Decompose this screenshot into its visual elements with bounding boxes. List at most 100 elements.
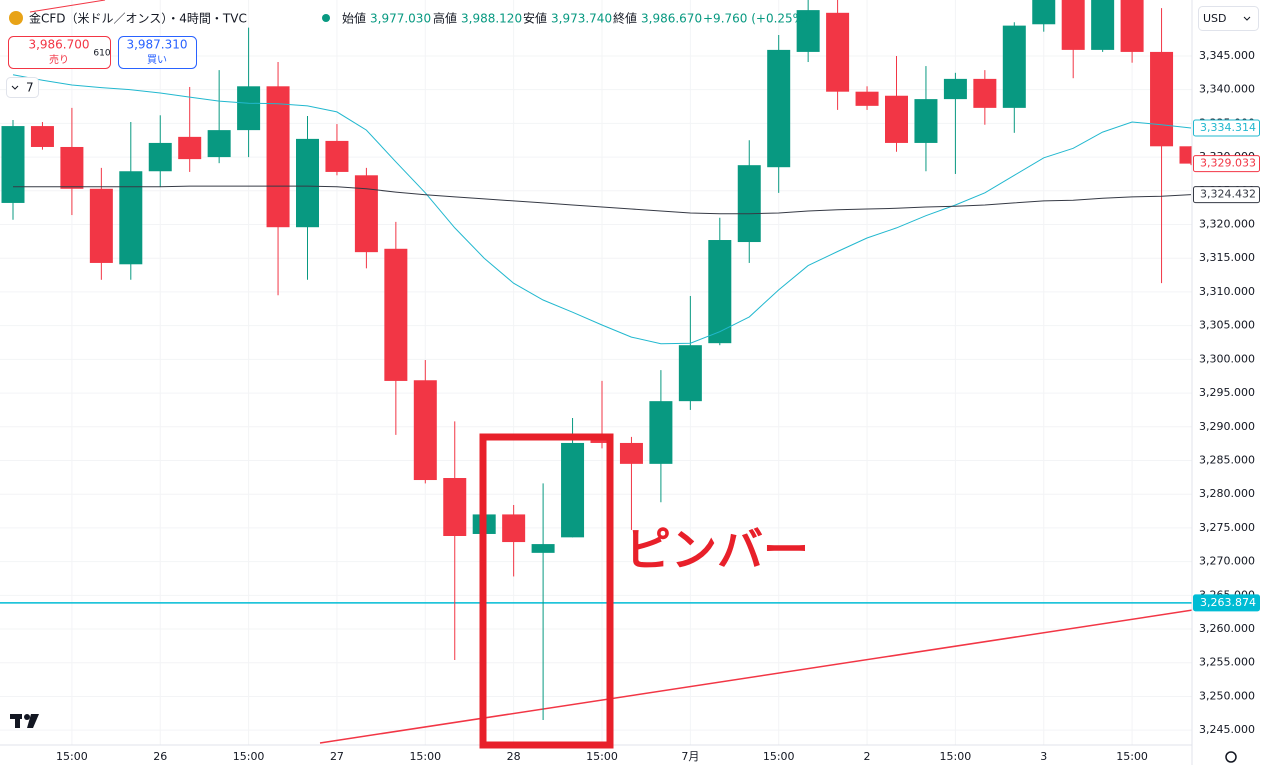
ohlc-label: 安値 — [523, 11, 547, 26]
y-tick-label: 3,280.000 — [1199, 487, 1255, 500]
spread: 610 — [93, 49, 110, 59]
y-tick-label: 3,305.000 — [1199, 319, 1255, 332]
candle-body — [973, 78, 997, 108]
y-tick-label: 3,340.000 — [1199, 83, 1255, 96]
y-tick-label: 3,285.000 — [1199, 453, 1255, 466]
buy-button[interactable] — [118, 36, 197, 69]
y-tick-label: 3,345.000 — [1199, 49, 1255, 62]
candle-body — [1, 126, 25, 203]
status-dot — [322, 14, 330, 22]
ohlc-label: 高値 — [433, 11, 457, 26]
candle-body — [502, 514, 526, 543]
y-tick-label: 3,315.000 — [1199, 251, 1255, 264]
candle-body — [413, 380, 437, 481]
y-tick-label: 3,275.000 — [1199, 521, 1255, 534]
candle-body — [119, 171, 143, 265]
x-tick-label: 15:00 — [56, 750, 88, 763]
x-tick-label: 7月 — [681, 750, 699, 763]
ohlc-label: 終値 — [613, 11, 637, 26]
x-tick-label: 15:00 — [586, 750, 618, 763]
candle-body — [678, 345, 702, 402]
candle-body — [1091, 0, 1115, 50]
candle-body — [89, 188, 113, 263]
ohlc-value: 3,973.740 — [551, 12, 612, 26]
candle-body — [178, 136, 202, 160]
candle-body — [60, 146, 84, 189]
candle-body — [1150, 51, 1174, 147]
x-tick-label: 27 — [330, 750, 344, 763]
x-tick-label: 28 — [507, 750, 521, 763]
drawing — [29, 0, 106, 13]
y-tick-label: 3,255.000 — [1199, 656, 1255, 669]
candle-body — [443, 478, 467, 536]
candle-body — [1179, 146, 1192, 164]
candle-body — [1002, 25, 1026, 108]
candle-body — [1120, 0, 1144, 52]
currency: USD — [1203, 12, 1227, 25]
candle-body — [354, 175, 378, 253]
candle-body — [767, 49, 791, 168]
moving-average — [12, 74, 1192, 345]
y-tick-label: 3,245.000 — [1199, 723, 1255, 736]
y-tick-label: 3,260.000 — [1199, 622, 1255, 635]
ohlc-value: 3,988.120 — [461, 12, 522, 26]
ohlc-value: 3,977.030 — [370, 12, 431, 26]
chevron — [1243, 16, 1251, 21]
x-tick-label: 26 — [153, 750, 167, 763]
y-tick-label: 3,300.000 — [1199, 352, 1255, 365]
candle-body — [531, 544, 555, 553]
candle-body — [649, 401, 673, 464]
candle-body — [737, 165, 761, 243]
buy-label: 買い — [147, 54, 167, 66]
moving-average — [13, 185, 1192, 215]
sell-label: 売り — [49, 53, 69, 66]
y-tick-label: 3,310.000 — [1199, 285, 1255, 298]
candle-body — [1061, 0, 1085, 50]
tv-logo — [10, 714, 39, 728]
x-tick-label: 15:00 — [233, 750, 265, 763]
indicator-count: 7 — [26, 81, 34, 95]
candle-body — [148, 142, 172, 172]
candle-body — [943, 78, 967, 100]
price-tag — [1193, 155, 1260, 173]
x-tick-label: 15:00 — [763, 750, 795, 763]
candle-body — [384, 248, 408, 381]
indicator-toggle[interactable] — [6, 77, 39, 98]
price-tag-label: 3,263.874 — [1200, 596, 1256, 609]
symbol-icon — [9, 11, 23, 25]
y-tick-label: 3,320.000 — [1199, 218, 1255, 231]
x-tick-label: 15:00 — [940, 750, 972, 763]
change-value: +9.760 (+0.25%) — [703, 12, 809, 26]
trendline — [319, 609, 1192, 744]
candle-body — [708, 240, 732, 344]
candle-body — [30, 126, 54, 147]
candle-body — [914, 99, 938, 143]
price-tag-label: 3,329.033 — [1200, 157, 1256, 170]
sell-price: 3,986.700 — [28, 38, 89, 52]
candle-body — [796, 10, 820, 52]
candle-body — [885, 95, 908, 143]
price-tag — [1193, 119, 1260, 137]
y-tick-label: 3,270.000 — [1199, 555, 1255, 568]
candle-body — [325, 140, 349, 172]
candle-body — [826, 12, 850, 92]
price-tag — [1193, 186, 1260, 204]
candle-body — [855, 91, 879, 106]
sell-button[interactable] — [8, 36, 111, 69]
symbol-title: 金CFD（米ドル／オンス）・4時間・TVC — [29, 11, 247, 26]
candle-body — [296, 138, 319, 228]
annotation: ピンバー — [625, 523, 809, 577]
highlight-box — [479, 433, 614, 749]
price-tag — [1193, 594, 1260, 612]
buy-price: 3,987.310 — [126, 38, 187, 52]
settings-icon[interactable] — [1225, 751, 1237, 763]
x-tick-label: 3 — [1040, 750, 1047, 763]
y-tick-label: 3,290.000 — [1199, 420, 1255, 433]
x-tick-label: 15:00 — [1116, 750, 1148, 763]
price-tag-label: 3,324.432 — [1200, 188, 1256, 201]
ohlc-value: 3,986.670 — [641, 12, 702, 26]
currency-select[interactable] — [1198, 6, 1259, 31]
candle-body — [207, 130, 231, 158]
